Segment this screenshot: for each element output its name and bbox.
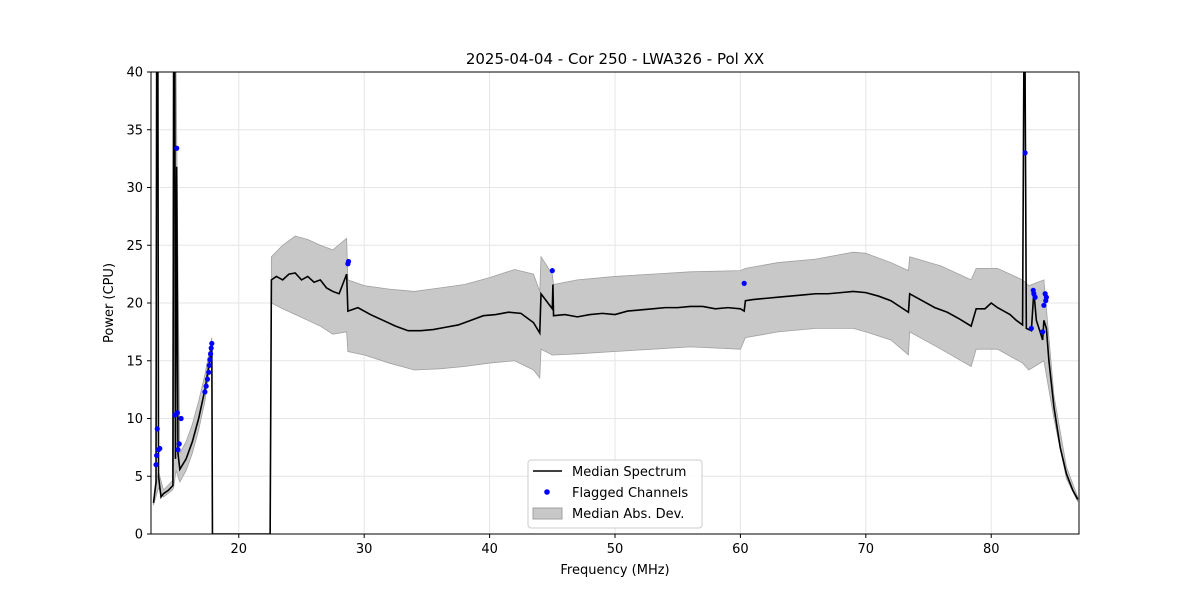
x-tick-label: 20: [231, 542, 248, 557]
x-tick-label: 80: [983, 542, 1000, 557]
flagged-channel-point: [1041, 302, 1047, 308]
x-tick-label: 60: [732, 542, 749, 557]
x-axis-label: Frequency (MHz): [560, 563, 669, 578]
legend-median-label: Median Spectrum: [572, 465, 686, 480]
legend-box: [527, 459, 703, 529]
flagged-channel-point: [1040, 329, 1046, 335]
flagged-channel-point: [1022, 150, 1028, 156]
y-tick-label: 20: [126, 297, 143, 312]
y-tick-label: 30: [126, 181, 143, 196]
y-tick-label: 40: [126, 66, 143, 81]
y-tick-label: 10: [126, 412, 143, 427]
chart-title: 2025-04-04 - Cor 250 - LWA326 - Pol XX: [466, 50, 764, 68]
flagged-channel-point: [203, 383, 209, 389]
flagged-channel-point: [206, 369, 212, 375]
flagged-channel-point: [1043, 294, 1049, 300]
y-axis-ticks: 0 5 10 15 20 25 30 35 40: [126, 66, 151, 543]
flagged-channel-point: [174, 145, 180, 151]
legend-flagged-label: Flagged Channels: [572, 486, 688, 501]
flagged-channel-point: [1028, 325, 1034, 332]
flagged-channel-point: [204, 376, 211, 382]
flagged-channel-point: [154, 452, 160, 459]
flagged-channel-point: [345, 258, 352, 265]
flagged-channel-point: [153, 462, 159, 468]
flagged-channel-point: [209, 340, 215, 347]
x-axis-ticks: 20 30 40 50 60 70 80: [231, 534, 1000, 557]
flagged-channel-point: [741, 280, 747, 286]
y-tick-label: 35: [126, 123, 143, 138]
flagged-channel-point: [1032, 294, 1038, 300]
flagged-channel-point: [549, 268, 555, 274]
y-tick-label: 5: [135, 470, 143, 485]
flagged-channel-point: [208, 345, 214, 351]
flagged-channel-point: [154, 426, 160, 432]
y-tick-label: 15: [126, 354, 143, 369]
x-tick-label: 70: [858, 542, 875, 557]
x-tick-label: 30: [356, 542, 373, 557]
flagged-points-group: [153, 145, 1049, 468]
flagged-channel-point: [178, 415, 184, 422]
flagged-channel-point: [157, 445, 163, 452]
flagged-channel-point: [174, 410, 180, 416]
legend-flagged-swatch: [544, 489, 550, 495]
legend-mad-label: Median Abs. Dev.: [572, 507, 684, 522]
flagged-channel-point: [176, 441, 182, 447]
legend-mad-swatch: [532, 507, 563, 520]
flagged-channel-point: [175, 447, 181, 453]
y-tick-label: 25: [126, 239, 143, 254]
legend: Median Spectrum Flagged Channels Median …: [527, 459, 703, 529]
mad-band-group: [153, 72, 1079, 534]
x-tick-label: 40: [481, 542, 498, 557]
y-tick-label: 0: [135, 528, 143, 543]
flagged-channel-point: [207, 357, 213, 363]
y-axis-label: Power (CPU): [102, 263, 117, 343]
x-tick-label: 50: [607, 542, 624, 557]
mad-band: [153, 72, 1079, 534]
flagged-channel-point: [206, 362, 212, 368]
flagged-channel-point: [202, 389, 208, 395]
flagged-channel-point: [207, 351, 214, 357]
